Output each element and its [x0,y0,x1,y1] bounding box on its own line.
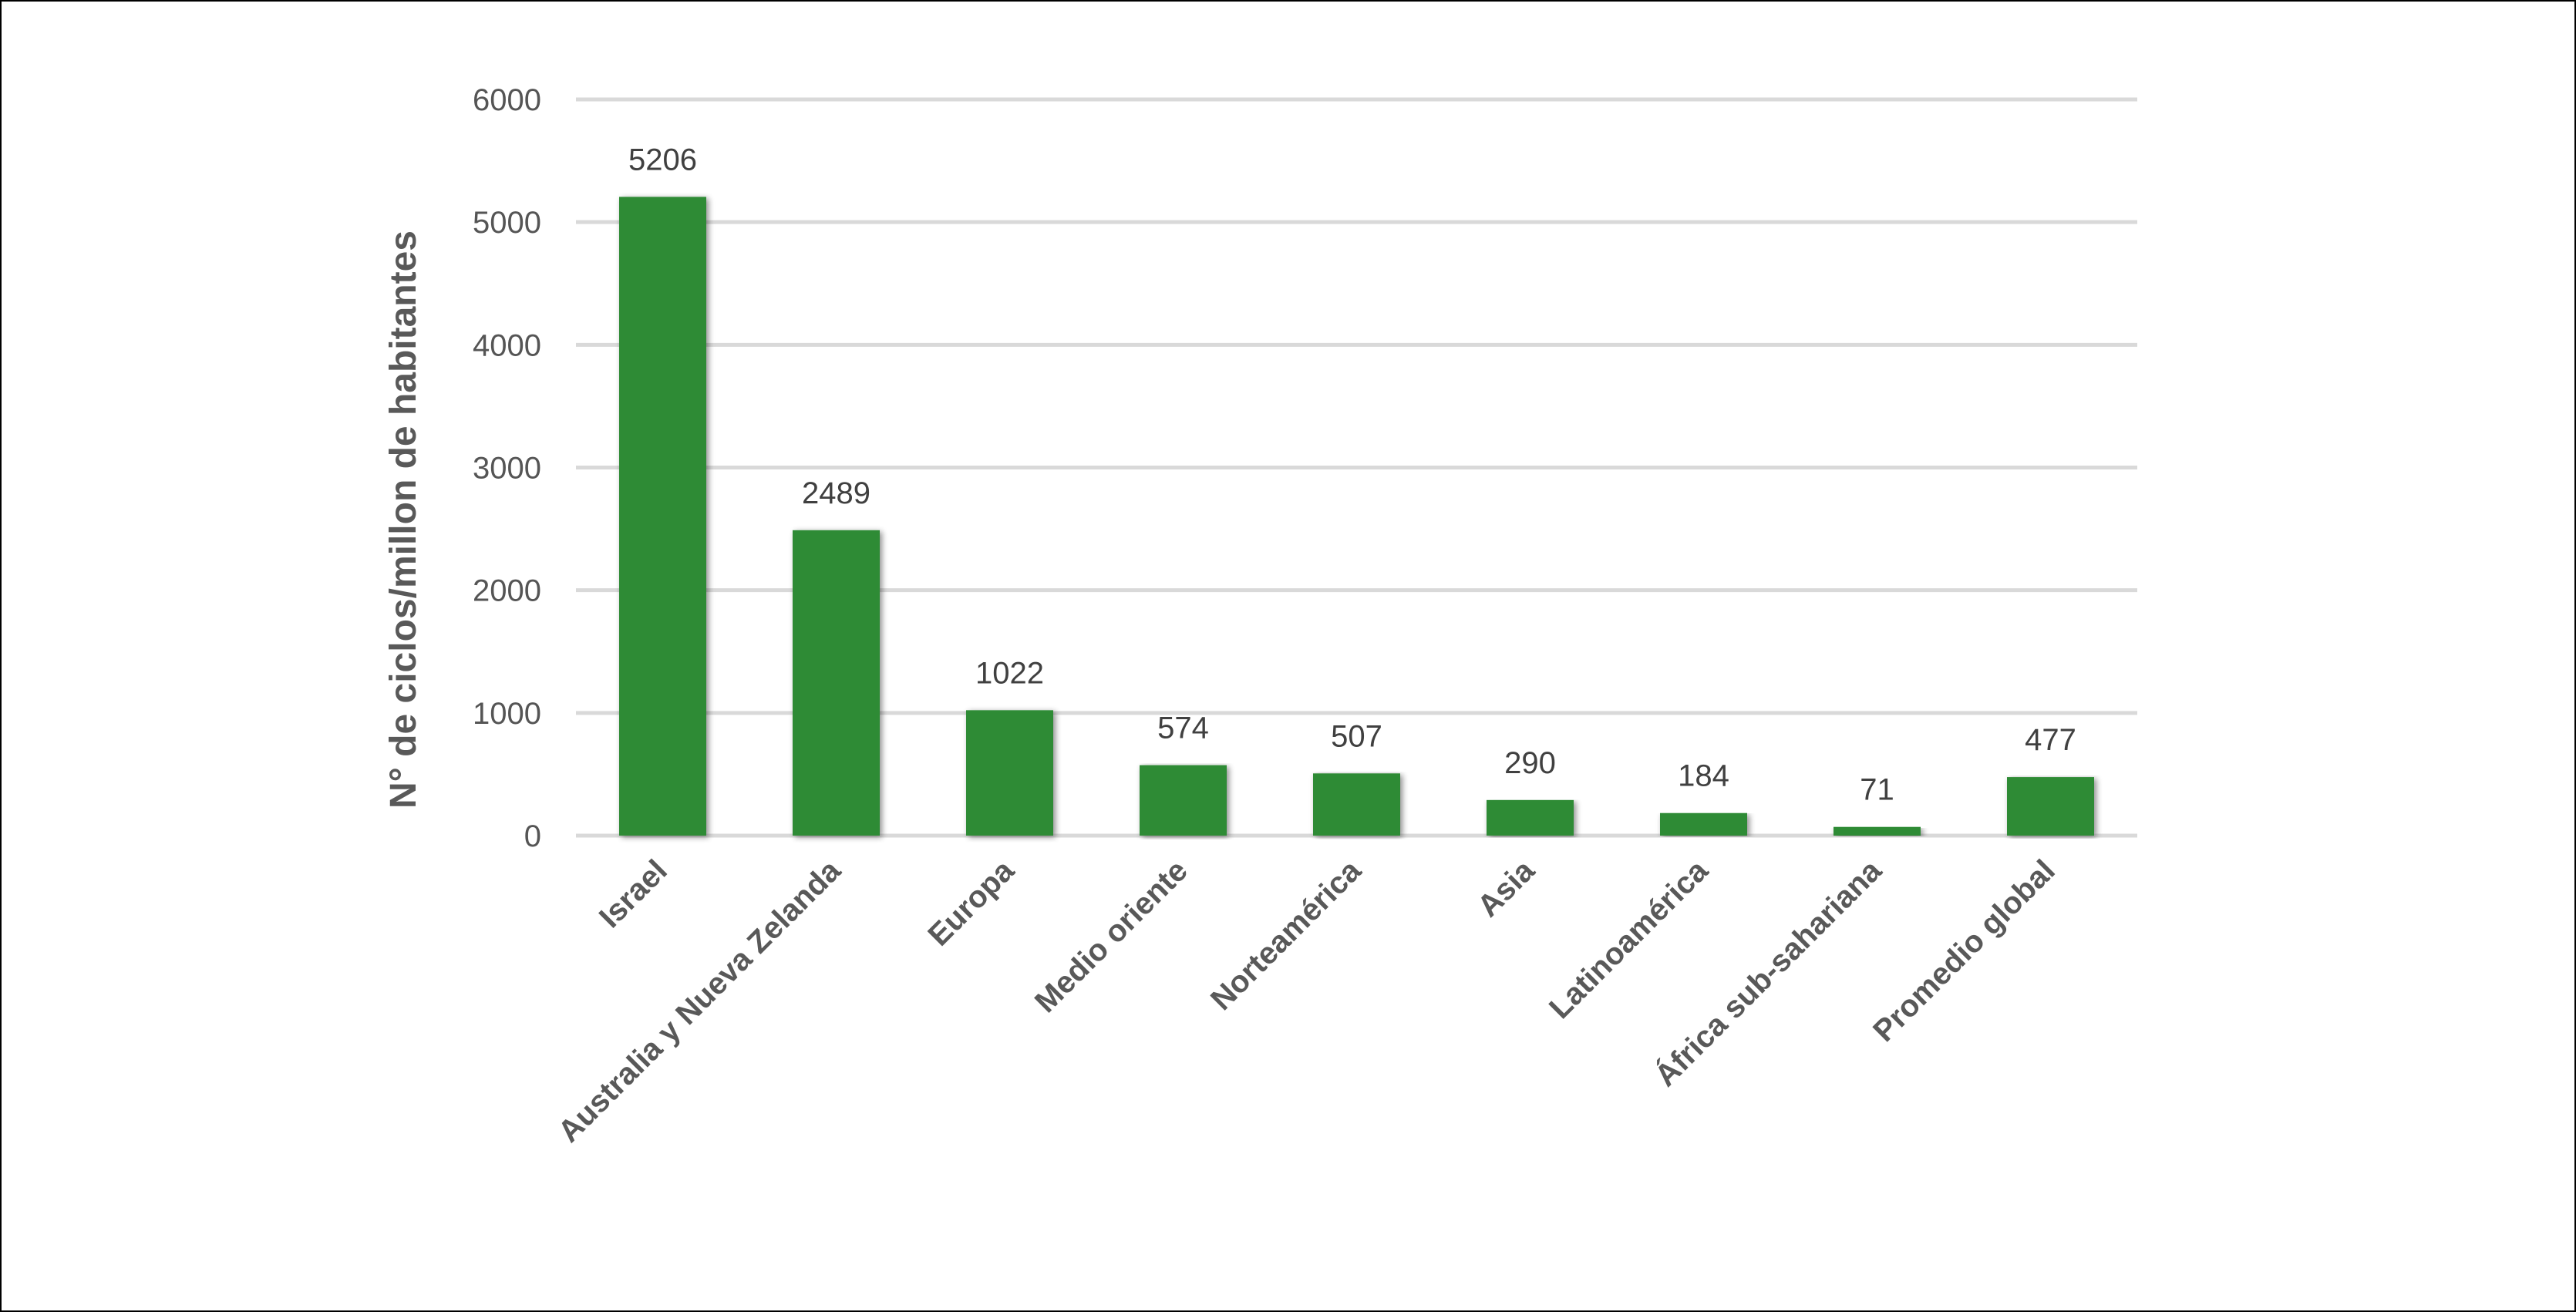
y-tick-label: 3000 [473,452,541,486]
bar [619,197,706,836]
data-label: 290 [1504,746,1556,780]
category-label: Norteamérica [1204,853,1368,1017]
category-label: Europa [921,853,1021,953]
category-label: Medio oriente [1029,853,1194,1019]
y-axis-title: N° de ciclos/millon de habitantes [383,230,424,809]
data-label: 184 [1678,759,1729,793]
bar [966,710,1053,836]
y-tick-label: 6000 [473,83,541,117]
category-label: Australia y Nueva Zelanda [552,853,848,1149]
bar [1487,799,1574,836]
y-tick-label: 5000 [473,206,541,240]
y-axis-ticks: 0 1000 2000 3000 4000 5000 6000 [473,83,541,853]
y-tick-label: 4000 [473,328,541,362]
category-label: Asia [1471,853,1541,923]
category-label: Israel [593,853,674,934]
data-labels: 5206 2489 1022 574 507 290 184 71 477 [628,143,2076,806]
y-tick-label: 2000 [473,574,541,608]
bar [1313,773,1400,836]
y-tick-label: 0 [524,819,541,853]
data-label: 2489 [802,476,870,510]
data-label: 1022 [975,656,1044,690]
bar [1660,812,1747,836]
bar [1834,826,1921,836]
bars [619,197,2094,836]
data-label: 574 [1157,712,1209,745]
data-label: 507 [1331,719,1382,753]
data-label: 71 [1860,773,1894,807]
bar [2007,777,2094,836]
category-label: Latinoamérica [1543,853,1715,1025]
bar [1140,765,1227,836]
data-label: 5206 [628,143,697,177]
y-tick-label: 1000 [473,697,541,731]
data-label: 477 [2025,723,2076,757]
bar [793,530,880,836]
category-label: Promedio global [1867,853,2062,1048]
